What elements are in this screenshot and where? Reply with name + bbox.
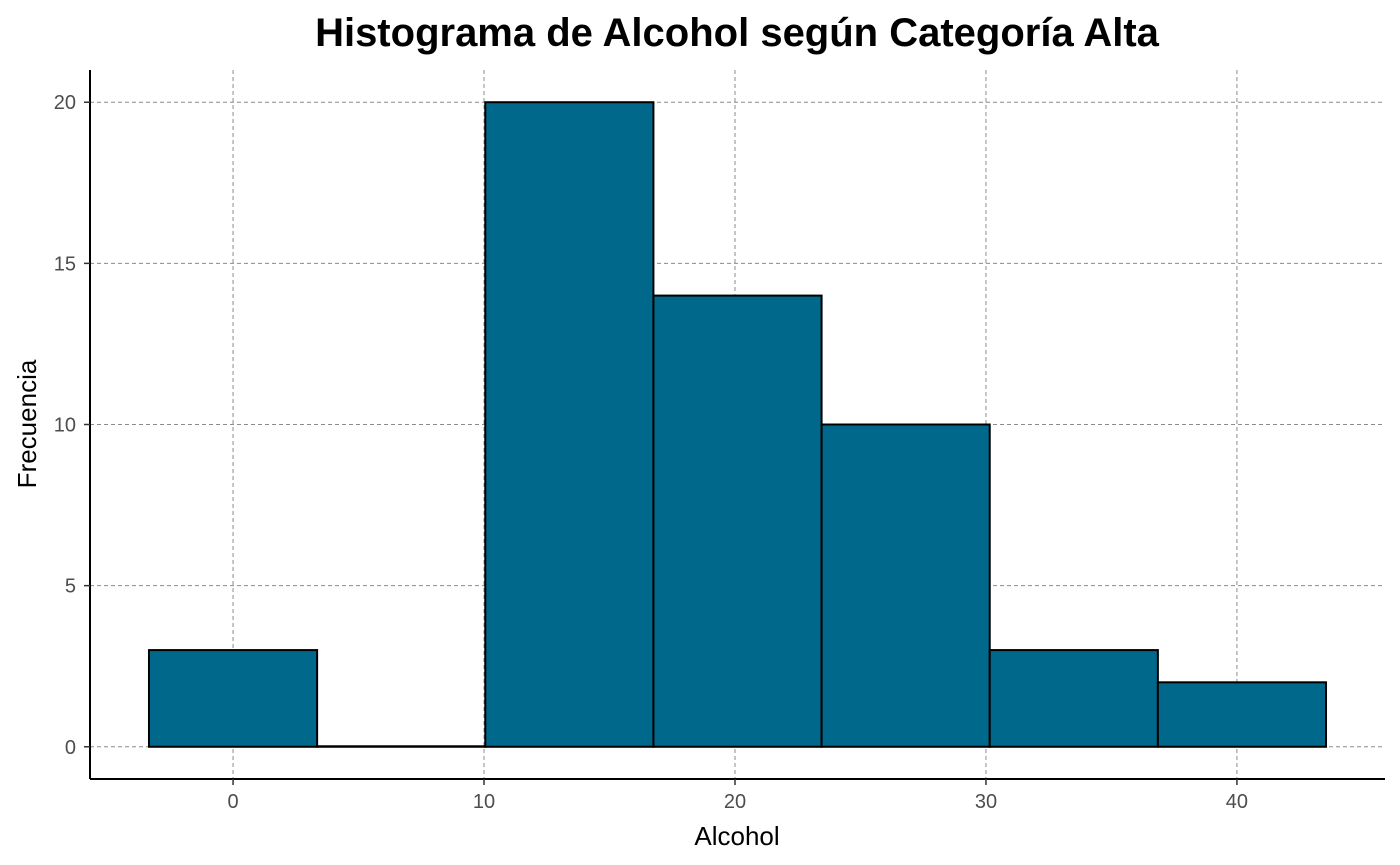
histogram-bar-4 xyxy=(820,423,991,748)
histogram-bar-1 xyxy=(316,745,487,748)
histogram-bar-6 xyxy=(1156,681,1328,748)
axes xyxy=(84,70,1385,785)
histogram-bar-0 xyxy=(147,649,319,748)
tick-labels: 0 10 20 30 40 0 5 10 15 20 xyxy=(54,92,1248,813)
y-tick-label-0: 0 xyxy=(65,737,76,759)
histogram-bar-2 xyxy=(484,101,655,748)
y-axis-title: Frecuencia xyxy=(12,359,42,488)
x-tick-label-20: 20 xyxy=(724,791,746,813)
histogram-bar-3 xyxy=(652,294,823,748)
y-tick-label-20: 20 xyxy=(54,92,76,114)
histogram-bars xyxy=(147,101,1328,748)
x-tick-label-30: 30 xyxy=(975,791,997,813)
chart-title: Histograma de Alcohol según Categoría Al… xyxy=(315,11,1160,55)
histogram-bar-5 xyxy=(988,649,1159,748)
x-tick-label-40: 40 xyxy=(1226,791,1248,813)
y-tick-label-5: 5 xyxy=(65,576,76,598)
x-axis-title: Alcohol xyxy=(694,821,779,851)
y-tick-label-15: 15 xyxy=(54,253,76,275)
x-tick-label-0: 0 xyxy=(227,791,238,813)
y-tick-label-10: 10 xyxy=(54,415,76,437)
x-tick-label-10: 10 xyxy=(473,791,495,813)
